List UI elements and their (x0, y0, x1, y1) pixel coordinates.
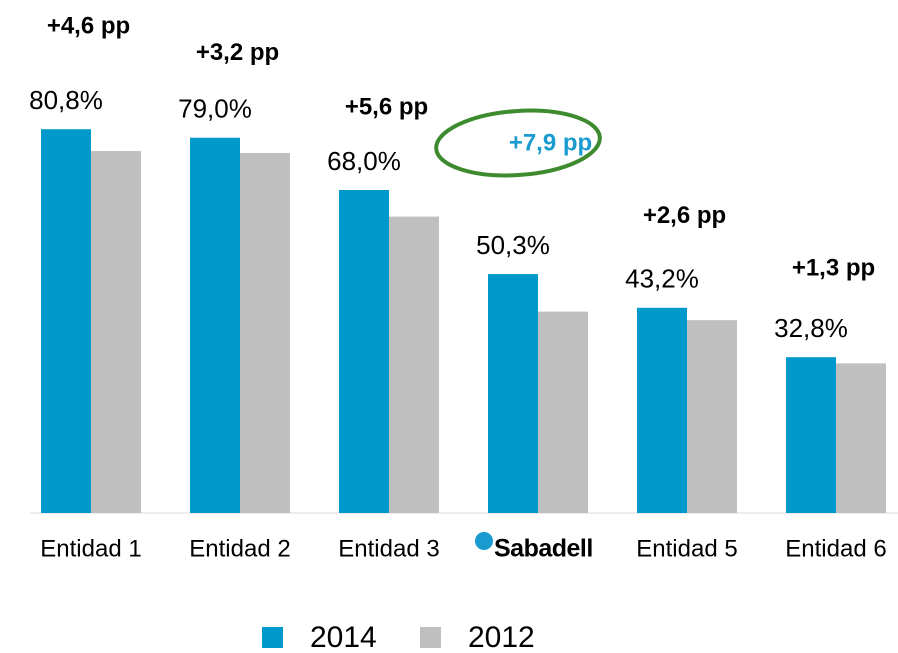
x-tick-label: Entidad 2 (189, 535, 290, 562)
bar (240, 152, 290, 513)
value-label: 50,3% (476, 230, 550, 260)
value-label: 79,0% (178, 94, 252, 124)
brand-logo (475, 532, 493, 550)
x-tick-label: Entidad 5 (636, 535, 737, 562)
annotation: +7,9 pp (509, 129, 592, 156)
bar (687, 320, 737, 513)
value-label: 43,2% (625, 264, 699, 294)
legend-swatch (420, 627, 441, 648)
x-tick-label: Entidad 6 (785, 535, 886, 562)
annotation: +3,2 pp (196, 39, 279, 66)
bar (538, 311, 588, 513)
value-label: 32,8% (774, 313, 848, 343)
value-label: 80,8% (29, 85, 103, 115)
bar (786, 357, 836, 513)
bar (389, 216, 439, 513)
value-label: 68,0% (327, 146, 401, 176)
annotation: +2,6 pp (643, 202, 726, 229)
annotation: +5,6 pp (345, 93, 428, 120)
annotation: +4,6 pp (47, 13, 130, 40)
annotation: +1,3 pp (792, 255, 875, 282)
bar (488, 274, 538, 513)
bar (41, 129, 91, 513)
bar (190, 137, 240, 513)
x-tick-label: Entidad 1 (40, 535, 141, 562)
bar (836, 363, 886, 513)
x-tick-label: Entidad 3 (338, 535, 439, 562)
x-tick-label: Sabadell (494, 535, 593, 563)
legend-label: 2014 (310, 621, 377, 653)
legend-swatch (262, 627, 283, 648)
bar (637, 307, 687, 513)
legend-label: 2012 (468, 621, 535, 653)
bar (91, 151, 141, 514)
highlight-circle (434, 108, 602, 178)
bar (339, 190, 389, 513)
